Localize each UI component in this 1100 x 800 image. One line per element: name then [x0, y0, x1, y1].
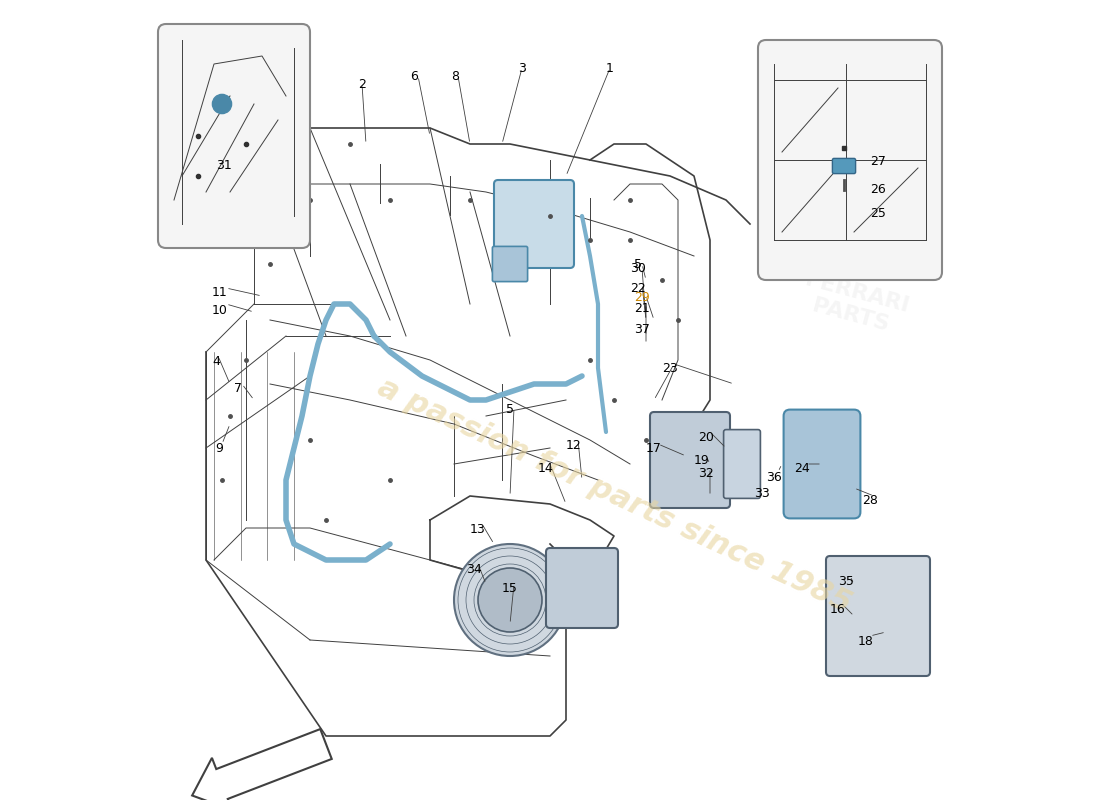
Text: 18: 18: [858, 635, 873, 648]
Text: 35: 35: [838, 575, 854, 588]
FancyBboxPatch shape: [494, 180, 574, 268]
FancyBboxPatch shape: [758, 40, 942, 280]
Text: 30: 30: [630, 262, 646, 274]
Text: 3: 3: [518, 62, 526, 74]
Text: 32: 32: [698, 467, 714, 480]
Circle shape: [212, 94, 232, 114]
Text: 36: 36: [766, 471, 782, 484]
Text: 28: 28: [862, 494, 878, 506]
Text: 25: 25: [870, 207, 886, 220]
Text: 10: 10: [211, 304, 228, 317]
Text: 14: 14: [538, 462, 554, 474]
Text: 29: 29: [634, 291, 650, 304]
Text: 20: 20: [698, 431, 714, 444]
Text: 11: 11: [211, 286, 228, 299]
Text: 19: 19: [694, 454, 710, 466]
FancyBboxPatch shape: [826, 556, 930, 676]
Text: 6: 6: [410, 70, 418, 82]
Text: 33: 33: [755, 487, 770, 500]
Text: 5: 5: [634, 258, 642, 270]
Text: 2: 2: [359, 78, 366, 90]
Text: 15: 15: [502, 582, 518, 594]
FancyBboxPatch shape: [783, 410, 860, 518]
FancyArrow shape: [192, 729, 332, 800]
Text: 1: 1: [606, 62, 614, 74]
Text: a passion for parts since 1985: a passion for parts since 1985: [373, 373, 856, 619]
Text: 34: 34: [466, 563, 482, 576]
Text: 5: 5: [506, 403, 514, 416]
Text: 26: 26: [870, 183, 886, 196]
Text: 9: 9: [216, 442, 223, 454]
FancyBboxPatch shape: [650, 412, 730, 508]
Text: 22: 22: [630, 282, 646, 294]
Text: 8: 8: [452, 70, 460, 82]
Text: 37: 37: [634, 323, 650, 336]
Circle shape: [454, 544, 566, 656]
Text: 4: 4: [212, 355, 220, 368]
Text: 17: 17: [646, 442, 662, 454]
Text: 16: 16: [830, 603, 846, 616]
Text: 31: 31: [216, 159, 231, 172]
Text: 12: 12: [566, 439, 582, 452]
Text: 27: 27: [870, 155, 886, 168]
FancyBboxPatch shape: [546, 548, 618, 628]
Text: 21: 21: [634, 302, 650, 314]
Text: FERRARI
PARTS: FERRARI PARTS: [796, 270, 911, 338]
Circle shape: [478, 568, 542, 632]
FancyBboxPatch shape: [493, 246, 528, 282]
Text: 13: 13: [470, 523, 486, 536]
FancyBboxPatch shape: [158, 24, 310, 248]
Text: 23: 23: [662, 362, 678, 374]
Text: 7: 7: [234, 382, 242, 394]
FancyBboxPatch shape: [833, 158, 856, 174]
FancyBboxPatch shape: [724, 430, 760, 498]
Text: 24: 24: [794, 462, 810, 474]
